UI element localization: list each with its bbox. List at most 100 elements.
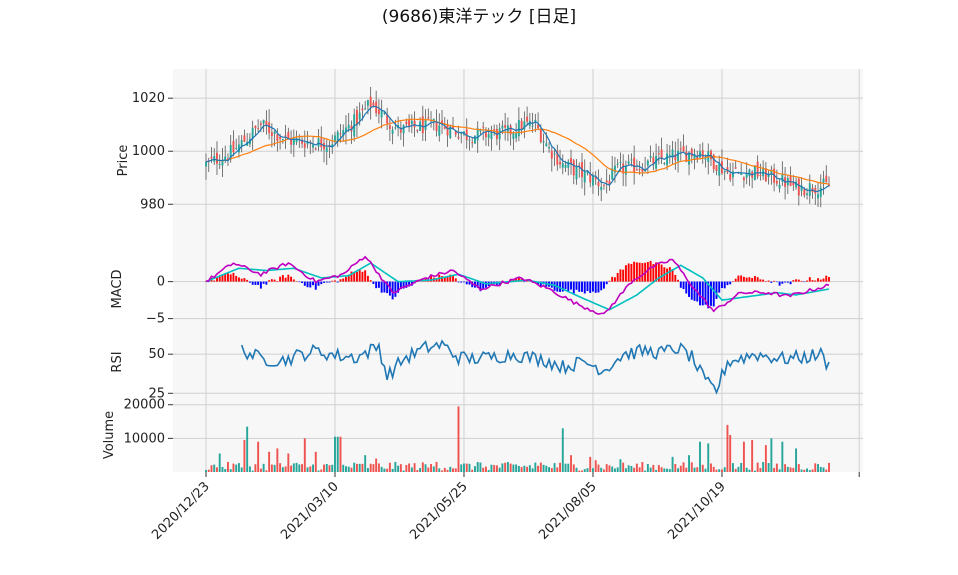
macd-hist-bar <box>526 281 529 282</box>
macd-hist-bar <box>679 281 682 288</box>
volume-bar <box>734 468 737 472</box>
macd-hist-bar <box>764 281 767 282</box>
rsi-line <box>240 339 830 395</box>
macd-y-tick-label: −5 <box>146 312 165 327</box>
macd-hist-bar <box>334 280 336 282</box>
volume-bar <box>808 470 811 472</box>
volume-bar <box>572 464 575 472</box>
macd-hist-bar <box>817 278 819 282</box>
candle-body <box>369 96 372 107</box>
volume-bar <box>613 468 616 472</box>
macd-hist-bar <box>567 281 570 292</box>
volume-bar <box>550 468 553 472</box>
candle-body <box>688 152 690 165</box>
volume-bar <box>729 435 732 472</box>
volume-bar <box>701 464 704 472</box>
macd-hist-bar <box>600 281 603 291</box>
macd-hist-bar <box>345 277 347 282</box>
volume-bar <box>657 465 660 472</box>
volume-bar <box>366 468 369 472</box>
candle-body <box>292 138 295 145</box>
candle-body <box>570 158 572 164</box>
volume-bar <box>811 469 814 472</box>
candle-body <box>388 125 391 130</box>
candle-body <box>526 116 529 122</box>
volume-bar <box>781 441 784 472</box>
candle-body <box>542 141 545 143</box>
candle-body <box>254 125 257 129</box>
candle-body <box>380 110 383 118</box>
macd-hist-bar <box>586 281 589 292</box>
macd-hist-bar <box>693 281 696 301</box>
volume-bar <box>410 467 413 472</box>
macd-hist-bar <box>377 281 380 288</box>
volume-bar <box>509 463 512 472</box>
volume-bar <box>473 466 476 472</box>
volume-bar <box>641 462 644 472</box>
candle-body <box>548 146 551 149</box>
volume-bar <box>325 464 328 472</box>
candle-body <box>262 119 265 124</box>
candle-body <box>347 124 350 129</box>
candle-body <box>377 109 380 115</box>
macd-hist-bar <box>361 271 364 282</box>
volume-bar <box>745 467 748 472</box>
candle-body <box>410 120 413 125</box>
candle-body <box>575 166 578 180</box>
candle-body <box>419 121 422 131</box>
candle-body <box>372 102 375 106</box>
volume-bar <box>786 466 789 472</box>
macd-hist-bar <box>248 281 251 283</box>
volume-bar <box>221 466 224 472</box>
candle-body <box>567 161 570 168</box>
candle-body <box>460 133 463 135</box>
volume-bar <box>712 466 715 472</box>
volume-bar <box>699 441 701 472</box>
volume-bar <box>690 462 693 472</box>
macd-hist-bar <box>690 281 693 300</box>
candle-body <box>690 148 693 157</box>
macd-hist-bar <box>394 281 397 297</box>
macd-hist-bar <box>281 275 284 282</box>
macd-hist-bar <box>290 276 293 282</box>
macd-hist-bar <box>800 280 803 282</box>
macd-hist-bar <box>452 275 454 282</box>
volume-bar <box>674 463 677 472</box>
volume-bar <box>679 465 682 472</box>
candle-body <box>301 139 304 144</box>
macd-hist-bar <box>243 278 246 282</box>
volume-bar <box>740 462 743 472</box>
candle-body <box>438 125 441 136</box>
volume-bar <box>345 466 347 472</box>
candle-body <box>638 169 641 171</box>
candle-body <box>482 126 485 128</box>
candle-body <box>797 178 800 196</box>
macd-hist-bar <box>383 281 386 293</box>
macd-hist-bar <box>602 281 605 289</box>
macd-hist-bar <box>306 281 309 288</box>
macd-hist-bar <box>575 281 578 290</box>
volume-bar <box>265 470 268 472</box>
candle-body <box>229 145 232 160</box>
macd-hist-bar <box>512 279 515 282</box>
candle-body <box>268 122 271 133</box>
volume-bar <box>419 468 422 472</box>
macd-hist-bar <box>314 281 317 290</box>
candle-body <box>391 129 394 134</box>
macd-hist-bar <box>350 271 353 282</box>
macd-hist-bar <box>616 272 619 282</box>
macd-hist-bar <box>449 274 452 282</box>
volume-bar <box>240 467 243 472</box>
macd-hist-bar <box>498 281 501 286</box>
volume-bar <box>309 466 312 472</box>
volume-bar <box>463 463 465 472</box>
volume-bar <box>655 469 658 472</box>
volume-bar <box>279 463 282 472</box>
candle-body <box>759 174 762 176</box>
macd-hist-bar <box>268 280 271 282</box>
macd-hist-bar <box>265 281 268 285</box>
macd-hist-bar <box>756 277 759 282</box>
macd-hist-bar <box>325 281 328 283</box>
x-tick-label: 2021/10/19 <box>665 479 729 543</box>
candle-body <box>825 175 828 183</box>
